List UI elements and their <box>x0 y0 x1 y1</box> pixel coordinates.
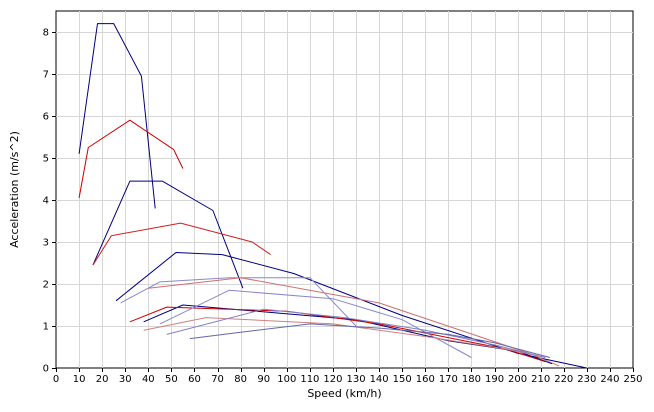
y-tick-label-2: 2 <box>43 280 49 291</box>
x-tick-label-30: 30 <box>119 374 132 385</box>
x-tick-label-80: 80 <box>234 374 247 385</box>
series-line-12 <box>166 308 546 358</box>
x-tick-label-140: 140 <box>370 374 389 385</box>
x-tick-label-170: 170 <box>439 374 458 385</box>
series-line-13 <box>189 323 551 358</box>
series-line-11 <box>143 317 546 358</box>
x-tick-label-220: 220 <box>554 374 573 385</box>
y-tick-label-6: 6 <box>43 112 49 123</box>
series-line-7 <box>148 277 560 367</box>
plot-area <box>55 10 634 369</box>
x-tick-label-100: 100 <box>277 374 296 385</box>
grid-lines <box>56 11 633 368</box>
x-tick-label-50: 50 <box>165 374 178 385</box>
y-tick-label-1: 1 <box>43 322 49 333</box>
x-tick-label-90: 90 <box>257 374 270 385</box>
x-tick-label-230: 230 <box>577 374 596 385</box>
x-axis-ticks: 0 10 20 30 40 50 60 70 80 90 100 110 120 130 140 150 160… <box>53 368 643 385</box>
x-tick-label-70: 70 <box>211 374 224 385</box>
x-tick-label-250: 250 <box>623 374 642 385</box>
x-tick-label-0: 0 <box>53 374 59 385</box>
y-tick-label-7: 7 <box>43 70 49 81</box>
x-tick-label-110: 110 <box>300 374 319 385</box>
series-line-1 <box>78 23 156 209</box>
y-axis-label: Acceleration (m/s^2) <box>8 131 21 248</box>
x-tick-label-60: 60 <box>188 374 201 385</box>
y-tick-label-5: 5 <box>43 154 49 165</box>
x-tick-label-130: 130 <box>346 374 365 385</box>
x-tick-label-210: 210 <box>531 374 550 385</box>
x-tick-label-180: 180 <box>462 374 481 385</box>
x-tick-label-160: 160 <box>416 374 435 385</box>
series-line-9 <box>129 306 546 363</box>
x-tick-label-20: 20 <box>96 374 109 385</box>
series-line-4 <box>92 222 271 266</box>
series-group <box>78 23 587 369</box>
x-tick-label-240: 240 <box>600 374 619 385</box>
x-tick-label-150: 150 <box>393 374 412 385</box>
x-tick-label-40: 40 <box>142 374 155 385</box>
x-tick-label-120: 120 <box>323 374 342 385</box>
y-tick-label-8: 8 <box>43 28 49 39</box>
y-tick-label-0: 0 <box>43 364 49 375</box>
y-tick-label-4: 4 <box>43 196 49 207</box>
series-line-3 <box>92 180 244 289</box>
x-tick-label-10: 10 <box>73 374 86 385</box>
x-tick-label-200: 200 <box>508 374 527 385</box>
series-line-2 <box>78 119 184 198</box>
x-axis-label: Speed (km/h) <box>307 387 381 400</box>
x-tick-label-190: 190 <box>485 374 504 385</box>
series-line-6 <box>120 277 357 327</box>
y-tick-label-3: 3 <box>43 238 49 249</box>
y-axis-ticks: 0 1 2 3 4 5 6 7 8 <box>43 28 56 375</box>
